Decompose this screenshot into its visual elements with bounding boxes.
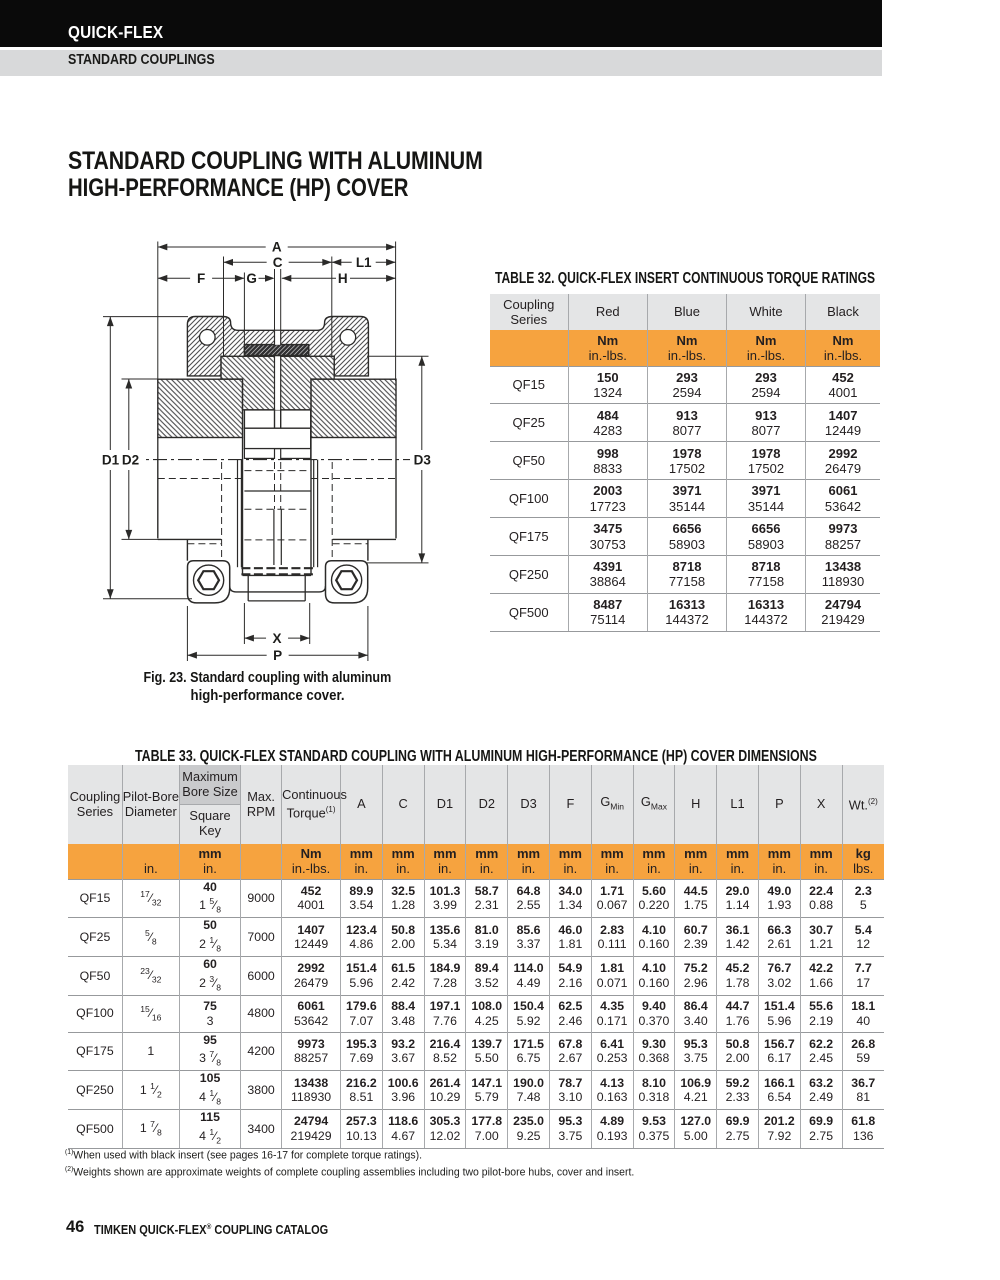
svg-text:H: H <box>338 271 348 286</box>
svg-text:X: X <box>273 631 282 646</box>
svg-text:C: C <box>273 255 283 270</box>
svg-text:F: F <box>197 271 205 286</box>
svg-text:G: G <box>246 271 257 286</box>
svg-text:D1: D1 <box>102 453 120 468</box>
svg-text:A: A <box>272 240 282 255</box>
svg-text:L1: L1 <box>356 255 372 270</box>
svg-text:D2: D2 <box>122 453 139 468</box>
svg-text:P: P <box>273 648 282 663</box>
svg-text:D3: D3 <box>414 453 432 468</box>
